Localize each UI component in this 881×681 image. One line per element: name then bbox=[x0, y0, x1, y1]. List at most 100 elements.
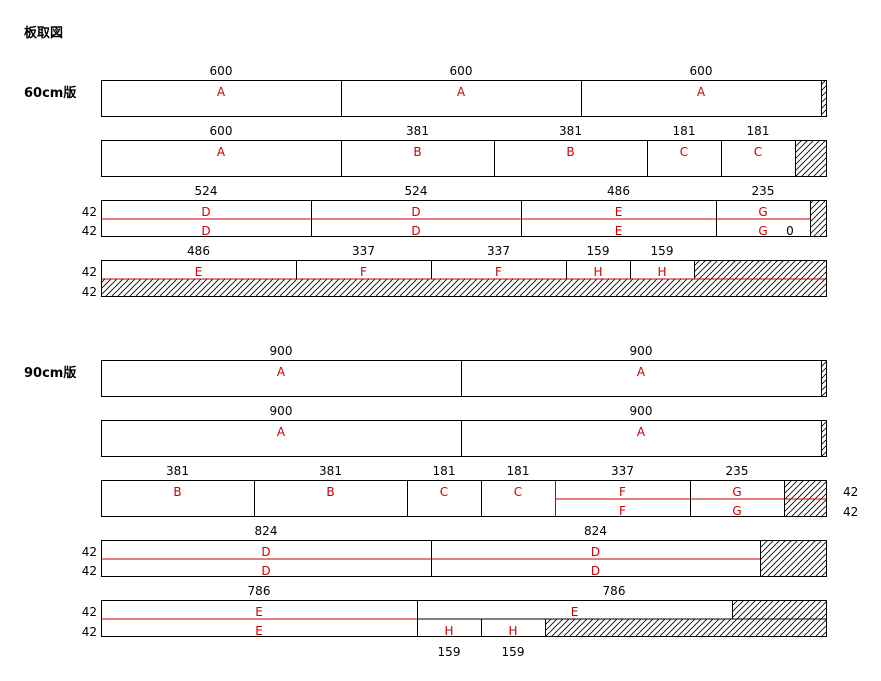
piece-dimension: 786 bbox=[248, 584, 271, 598]
strip-width-label: 42 bbox=[82, 224, 97, 238]
piece-label: B bbox=[326, 485, 334, 499]
piece-label: E bbox=[615, 224, 623, 238]
piece-label: A bbox=[697, 85, 706, 99]
waste-area bbox=[821, 420, 827, 457]
piece-dimension: 824 bbox=[255, 524, 278, 538]
piece-label: B bbox=[413, 145, 421, 159]
piece-label: C bbox=[514, 485, 522, 499]
piece-dimension: 600 bbox=[210, 64, 233, 78]
waste-area bbox=[760, 540, 827, 577]
board-outline bbox=[101, 420, 827, 457]
strip-width-label: 42 bbox=[82, 625, 97, 639]
piece-dimension: 181 bbox=[747, 124, 770, 138]
waste-area bbox=[810, 200, 827, 237]
waste-area bbox=[821, 360, 827, 397]
piece-label: F bbox=[495, 265, 502, 279]
piece-dimension: 159 bbox=[438, 645, 461, 659]
section-title-60cm: 60cm版 bbox=[24, 85, 76, 101]
piece-dimension: 337 bbox=[611, 464, 634, 478]
piece-label: H bbox=[657, 265, 666, 279]
waste-area bbox=[101, 278, 827, 297]
piece-label: B bbox=[566, 145, 574, 159]
piece-label: E bbox=[255, 605, 263, 619]
piece-dimension: 181 bbox=[507, 464, 530, 478]
piece-dimension: 524 bbox=[195, 184, 218, 198]
piece-dimension: 381 bbox=[559, 124, 582, 138]
piece-dimension: 235 bbox=[752, 184, 775, 198]
strip-width-label: 42 bbox=[843, 505, 858, 519]
piece-label: D bbox=[411, 205, 420, 219]
board-outline bbox=[101, 200, 827, 237]
piece-label: A bbox=[217, 145, 226, 159]
board-60-1: A 600 A 600 A 600 bbox=[101, 64, 827, 117]
waste-area bbox=[545, 618, 827, 637]
piece-label: D bbox=[201, 224, 210, 238]
piece-label: C bbox=[754, 145, 762, 159]
piece-dimension: 381 bbox=[406, 124, 429, 138]
piece-dimension: 486 bbox=[607, 184, 630, 198]
boards: A600A600A600A600B381B381C181C181DD524DD5… bbox=[82, 64, 859, 659]
piece-dimension: 159 bbox=[587, 244, 610, 258]
piece-dimension: 900 bbox=[630, 344, 653, 358]
waste-area bbox=[821, 80, 827, 117]
piece-label: B bbox=[173, 485, 181, 499]
piece-dimension: 900 bbox=[270, 404, 293, 418]
piece-dimension: 337 bbox=[352, 244, 375, 258]
board-90-1: A 900 A 900 bbox=[101, 344, 827, 397]
piece-dimension: 524 bbox=[405, 184, 428, 198]
piece-label: D bbox=[591, 564, 600, 578]
piece-label: E bbox=[571, 605, 579, 619]
piece-label: A bbox=[457, 85, 466, 99]
piece-label: E bbox=[195, 265, 203, 279]
piece-label: A bbox=[637, 365, 646, 379]
piece-dimension: 600 bbox=[690, 64, 713, 78]
piece-label: A bbox=[277, 425, 286, 439]
page-title: 板取図 bbox=[24, 25, 63, 41]
piece-dimension: 381 bbox=[319, 464, 342, 478]
board-outline bbox=[101, 540, 827, 577]
piece-label: C bbox=[680, 145, 688, 159]
piece-label: H bbox=[444, 624, 453, 638]
board-60-4: E 486 F 337 F 337 H 159 H 159 42 42 bbox=[82, 244, 827, 299]
piece-label: G bbox=[758, 224, 767, 238]
piece-dimension: 900 bbox=[630, 404, 653, 418]
piece-label: G bbox=[758, 205, 767, 219]
piece-label: D bbox=[261, 564, 270, 578]
piece-label: E bbox=[255, 624, 263, 638]
piece-label: H bbox=[593, 265, 602, 279]
strip-width-label: 42 bbox=[82, 545, 97, 559]
board-outline bbox=[101, 600, 827, 637]
waste-area bbox=[795, 140, 827, 177]
piece-label: D bbox=[591, 545, 600, 559]
piece-label: A bbox=[277, 365, 286, 379]
piece-dimension: 159 bbox=[651, 244, 674, 258]
piece-label: E bbox=[615, 205, 623, 219]
piece-label: D bbox=[201, 205, 210, 219]
section-title-90cm: 90cm版 bbox=[24, 365, 76, 381]
strip-width-label: 42 bbox=[82, 285, 97, 299]
board-outline bbox=[101, 360, 827, 397]
piece-label: H bbox=[508, 624, 517, 638]
piece-label: D bbox=[261, 545, 270, 559]
piece-label: A bbox=[637, 425, 646, 439]
strip-width-label: 42 bbox=[82, 605, 97, 619]
board-90-2: A 900 A 900 bbox=[101, 404, 827, 457]
piece-dimension: 786 bbox=[603, 584, 626, 598]
strip-width-label: 42 bbox=[82, 205, 97, 219]
piece-dimension: 900 bbox=[270, 344, 293, 358]
piece-dimension: 486 bbox=[187, 244, 210, 258]
piece-dimension: 159 bbox=[502, 645, 525, 659]
board-outline bbox=[101, 80, 827, 117]
strip-width-label: 42 bbox=[82, 265, 97, 279]
piece-dimension: 600 bbox=[210, 124, 233, 138]
piece-dimension: 381 bbox=[166, 464, 189, 478]
strip-width-label: 42 bbox=[82, 564, 97, 578]
waste-area bbox=[694, 260, 827, 279]
board-outline bbox=[101, 260, 827, 297]
piece-label: F bbox=[619, 504, 626, 518]
piece-label: F bbox=[619, 485, 626, 499]
piece-label: G bbox=[732, 504, 741, 518]
